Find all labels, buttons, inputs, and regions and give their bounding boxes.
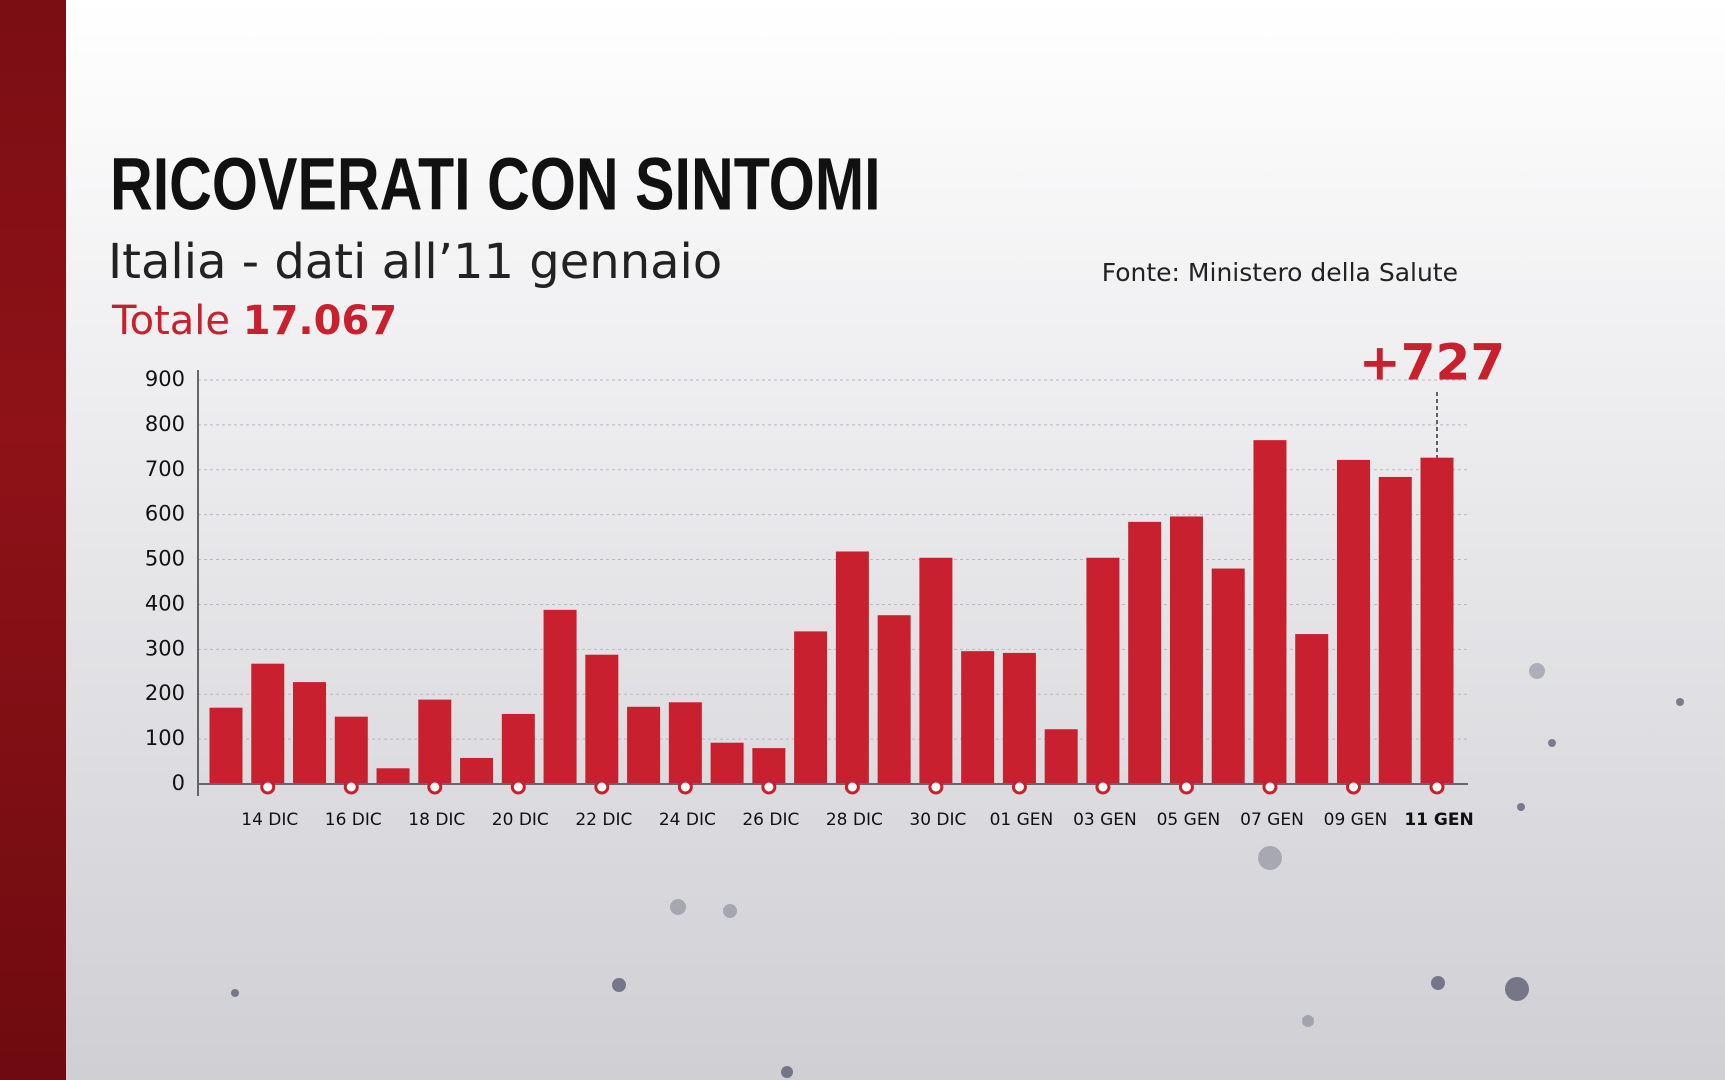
axis-dot [1095,779,1111,795]
y-tick-label: 400 [145,591,185,615]
x-tick-label: 14 DIC [241,810,298,830]
bar [251,663,285,784]
bar [710,742,744,784]
axis-dot [1011,779,1027,795]
y-tick-label: 600 [145,502,185,526]
x-tick-label: 07 GEN [1240,810,1304,830]
y-tick-label: 500 [145,547,185,571]
y-tick-label: 700 [145,457,185,481]
y-tick-label: 800 [145,412,185,436]
bar [752,748,786,784]
bar [1002,652,1036,784]
bar [1378,476,1412,784]
total-value: 17.067 [243,298,397,344]
bar [376,768,410,784]
bar [835,551,869,784]
bar [1044,729,1078,784]
x-tick-label: 24 DIC [659,810,716,830]
bar [1253,440,1287,784]
axis-dot [510,779,526,795]
bar [919,557,953,784]
axis-dot [1429,779,1445,795]
axis-dot [260,779,276,795]
y-tick-label: 900 [145,367,185,391]
x-tick-label: 01 GEN [990,810,1054,830]
bar [501,713,535,784]
x-tick-label: 28 DIC [826,810,883,830]
y-tick-label: 200 [145,681,185,705]
bar [293,682,327,784]
axis-dot [677,779,693,795]
total-label-text: Totale [111,298,230,344]
bar [418,699,452,784]
bar [543,609,577,784]
y-tick-label: 100 [145,726,185,750]
axis-dot [928,779,944,795]
x-tick-label: 22 DIC [575,810,632,830]
axis-dot [427,779,443,795]
axis-dot [761,779,777,795]
bar [1128,521,1162,784]
x-tick-label: 18 DIC [408,810,465,830]
bar [1336,459,1370,784]
x-tick-label: 30 DIC [909,810,966,830]
y-tick-label: 300 [145,636,185,660]
bar [1295,634,1329,784]
side-strip [0,0,66,1080]
x-tick-label: 26 DIC [742,810,799,830]
speckles [231,663,1684,1078]
x-tick-label: 11 GEN [1404,810,1473,830]
bar [668,702,702,784]
bar [961,651,995,784]
bar [877,615,911,784]
bar [1211,568,1245,784]
chart-subtitle: Italia - dati all’11 gennaio [108,234,722,290]
bar [1086,557,1120,784]
axis-dot [1345,779,1361,795]
bar [460,757,494,784]
axis-dot [1178,779,1194,795]
axis-dot [1262,779,1278,795]
chart-title: RICOVERATI CON SINTOMI [110,143,881,226]
bar [585,654,619,784]
bar [627,706,661,784]
bar [1169,516,1203,784]
total-label: Totale 17.067 [111,298,397,344]
bar [334,716,368,784]
axis-dot [844,779,860,795]
x-tick-label: 09 GEN [1324,810,1388,830]
source: Fonte: Ministero della Salute [1102,258,1458,287]
axis-dot [343,779,359,795]
bar [209,707,243,784]
x-tick-label: 16 DIC [325,810,382,830]
bar [1420,457,1454,784]
bar [794,631,828,784]
y-tick-label: 0 [172,771,185,795]
value-label: +727 [1359,334,1505,392]
x-tick-label: 03 GEN [1073,810,1137,830]
axis-dot [594,779,610,795]
x-tick-label: 05 GEN [1157,810,1221,830]
x-tick-label: 20 DIC [492,810,549,830]
